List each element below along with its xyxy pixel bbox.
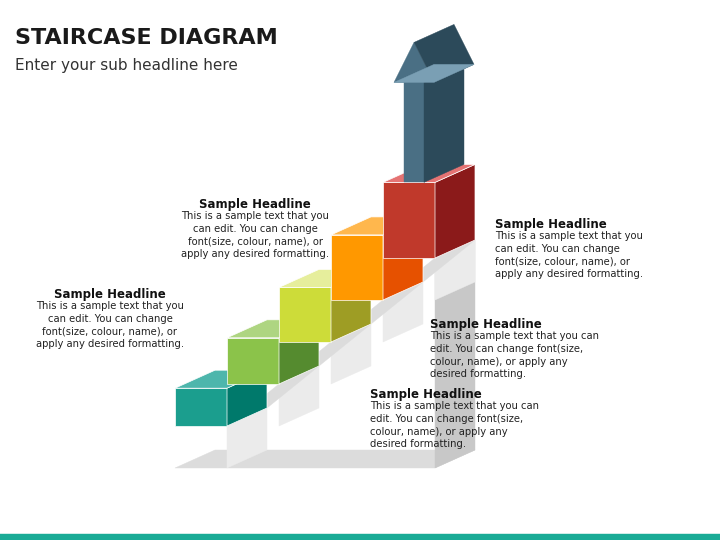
Polygon shape bbox=[227, 320, 319, 338]
Polygon shape bbox=[331, 324, 371, 384]
Text: Sample Headline: Sample Headline bbox=[199, 198, 311, 211]
Text: STAIRCASE DIAGRAM: STAIRCASE DIAGRAM bbox=[15, 28, 278, 48]
Polygon shape bbox=[383, 240, 475, 300]
Polygon shape bbox=[279, 366, 319, 426]
Text: This is a sample text that you
can edit. You can change
font(size, colour, name): This is a sample text that you can edit.… bbox=[181, 211, 329, 259]
Polygon shape bbox=[175, 370, 267, 388]
Polygon shape bbox=[175, 450, 475, 468]
Polygon shape bbox=[279, 320, 319, 384]
Text: Sample Headline: Sample Headline bbox=[495, 218, 607, 231]
Polygon shape bbox=[383, 282, 423, 342]
Text: This is a sample text that you can
edit. You can change font(size,
colour, name): This is a sample text that you can edit.… bbox=[370, 401, 539, 449]
Polygon shape bbox=[279, 287, 331, 342]
Polygon shape bbox=[227, 408, 267, 468]
Text: This is a sample text that you can
edit. You can change font(size,
colour, name): This is a sample text that you can edit.… bbox=[430, 331, 599, 380]
Polygon shape bbox=[435, 240, 475, 468]
Polygon shape bbox=[435, 240, 475, 300]
Polygon shape bbox=[175, 388, 227, 426]
Polygon shape bbox=[227, 338, 279, 384]
Polygon shape bbox=[227, 370, 267, 426]
Polygon shape bbox=[383, 217, 423, 300]
Text: This is a sample text that you
can edit. You can change
font(size, colour, name): This is a sample text that you can edit.… bbox=[495, 231, 643, 279]
Text: Sample Headline: Sample Headline bbox=[54, 288, 166, 301]
Polygon shape bbox=[0, 534, 720, 540]
Text: Enter your sub headline here: Enter your sub headline here bbox=[15, 58, 238, 73]
Polygon shape bbox=[227, 366, 319, 426]
Polygon shape bbox=[383, 164, 475, 183]
Text: Sample Headline: Sample Headline bbox=[370, 388, 482, 401]
Text: This is a sample text that you
can edit. You can change
font(size, colour, name): This is a sample text that you can edit.… bbox=[36, 301, 184, 349]
Polygon shape bbox=[394, 64, 474, 83]
Polygon shape bbox=[383, 183, 435, 258]
Polygon shape bbox=[404, 83, 424, 183]
Polygon shape bbox=[394, 43, 434, 83]
Polygon shape bbox=[435, 164, 475, 258]
Polygon shape bbox=[331, 217, 423, 235]
Polygon shape bbox=[414, 24, 474, 83]
Polygon shape bbox=[331, 235, 383, 300]
Polygon shape bbox=[424, 64, 464, 183]
Polygon shape bbox=[279, 269, 371, 287]
Polygon shape bbox=[331, 282, 423, 342]
Polygon shape bbox=[331, 269, 371, 342]
Text: Sample Headline: Sample Headline bbox=[430, 318, 541, 331]
Polygon shape bbox=[279, 324, 371, 384]
